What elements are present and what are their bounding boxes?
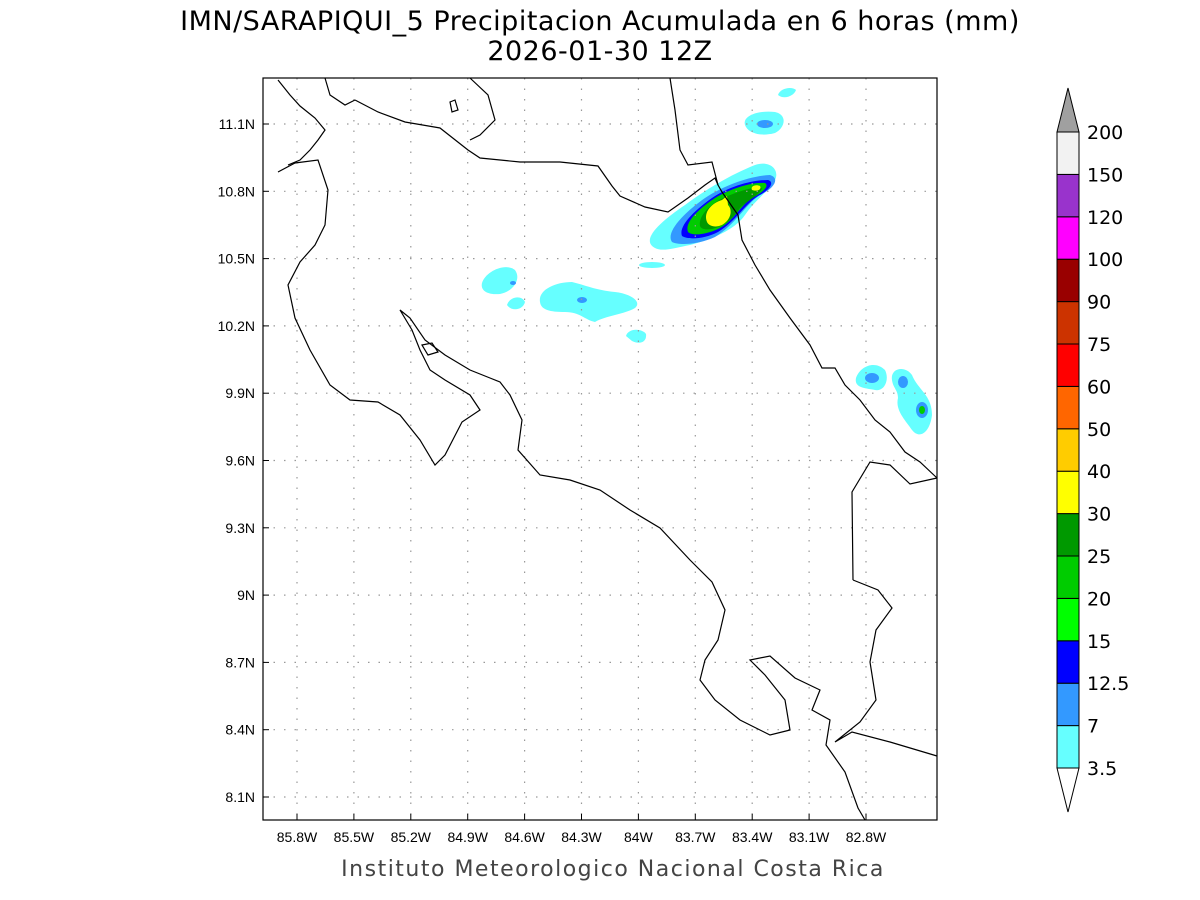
colorbar-label: 90	[1087, 292, 1111, 314]
precip-30	[706, 185, 761, 227]
island	[449, 99, 459, 113]
map-subtitle: 2026-01-30 12Z	[487, 36, 712, 67]
x-tick-label: 84.6W	[504, 829, 545, 845]
colorbar-label: 75	[1087, 334, 1111, 356]
y-tick-label: 8.1N	[225, 789, 255, 805]
precip-7	[865, 373, 879, 383]
precip-3.5	[626, 329, 647, 343]
precip-fields	[481, 87, 932, 435]
x-tick-label: 84.3W	[561, 829, 602, 845]
colorbar-swatch	[1056, 131, 1080, 175]
x-tick-label: 85.8W	[277, 829, 318, 845]
colorbar-swatch	[1056, 385, 1080, 430]
colorbar-swatch	[1056, 640, 1080, 684]
colorbar-swatch	[1056, 428, 1080, 472]
graticule	[263, 78, 937, 820]
colorbar-over-triangle	[1056, 87, 1080, 133]
lake-shore-north	[324, 77, 356, 106]
y-tick-label: 9.9N	[225, 385, 255, 401]
coastline-nicaragua-north	[469, 77, 496, 141]
map-title: IMN/SARAPIQUI_5 Precipitacion Acumulada …	[180, 6, 1020, 37]
colorbar-label: 120	[1087, 207, 1123, 229]
x-tick-label: 82.8W	[846, 829, 887, 845]
colorbar-label: 30	[1087, 504, 1111, 526]
lake-nicaragua-shore	[277, 79, 326, 166]
y-tick-label: 9.3N	[225, 520, 255, 536]
colorbar-label: 7	[1087, 716, 1099, 738]
plot-area: 85.8W 85.5W 85.2W 84.9W 84.6W 84.3W 84W 83.7W 83…	[218, 77, 938, 845]
y-tick-label: 8.4N	[225, 722, 255, 738]
precip-7	[510, 281, 516, 285]
colorbar-swatch	[1056, 470, 1080, 515]
x-tick-label: 85.2W	[391, 829, 432, 845]
y-tick-label: 8.7N	[225, 654, 255, 670]
colorbar-label: 12.5	[1087, 673, 1129, 695]
colorbar-swatch	[1056, 216, 1080, 260]
x-axis-ticks: 85.8W 85.5W 85.2W 84.9W 84.6W 84.3W 84W 83.7W 83…	[277, 814, 887, 845]
precip-3.5	[778, 87, 796, 98]
coastline-panama	[834, 579, 938, 757]
y-tick-label: 10.8N	[218, 183, 255, 199]
y-tick-label: 10.2N	[218, 318, 255, 334]
footer-credit: Instituto Meteorologico Nacional Costa R…	[341, 857, 885, 882]
colorbar-label: 3.5	[1087, 758, 1117, 780]
colorbar-swatch	[1056, 555, 1080, 599]
colorbar-label: 100	[1087, 249, 1123, 271]
coastlines-borders	[277, 77, 938, 821]
colorbar-label: 150	[1087, 164, 1123, 186]
precip-7	[757, 120, 773, 128]
border-panama	[851, 461, 938, 581]
y-tick-label: 9.6N	[225, 453, 255, 469]
y-tick-label: 9N	[237, 587, 255, 603]
precip-7	[898, 376, 908, 388]
border-nicaragua	[354, 99, 719, 213]
colorbar-swatch	[1056, 513, 1080, 557]
colorbar-label: 40	[1087, 461, 1111, 483]
precip-3.5	[481, 267, 518, 295]
colorbar-swatch	[1056, 343, 1080, 387]
x-tick-label: 83.4W	[732, 829, 773, 845]
y-axis-ticks: 11.1N 10.8N 10.5N 10.2N 9.9N 9.6N 9.3N 9N 8.7N 8.…	[218, 116, 269, 805]
colorbar-swatch	[1056, 682, 1080, 727]
x-tick-label: 83.1W	[789, 829, 830, 845]
colorbar-label: 50	[1087, 419, 1111, 441]
colorbar-swatch	[1056, 725, 1080, 769]
colorbar: 3.5 7 12.5 15 20 25 30 40 50 60 75 90 100 120 150 200	[1056, 87, 1129, 813]
x-tick-label: 84.9W	[447, 829, 488, 845]
colorbar-label: 200	[1087, 122, 1123, 144]
colorbar-label: 25	[1087, 546, 1111, 568]
precip-3.5	[891, 368, 932, 435]
plot-frame	[262, 77, 938, 821]
precip-3.5	[539, 282, 638, 322]
precip-3.5	[507, 297, 525, 310]
colorbar-swatch	[1056, 258, 1080, 303]
island-chira	[421, 342, 439, 356]
y-tick-label: 10.5N	[218, 251, 255, 267]
x-tick-label: 83.7W	[675, 829, 716, 845]
colorbar-label: 15	[1087, 631, 1111, 653]
precip-20	[919, 406, 925, 414]
precip-3.5	[639, 262, 665, 268]
y-tick-label: 11.1N	[219, 116, 255, 132]
colorbar-label: 60	[1087, 376, 1111, 398]
coastline-pacific	[277, 159, 866, 821]
colorbar-label: 20	[1087, 588, 1111, 610]
colorbar-swatch	[1056, 597, 1080, 642]
coastline-caribbean	[669, 77, 938, 479]
x-tick-label: 84W	[624, 829, 654, 845]
colorbar-swatch	[1056, 173, 1080, 218]
colorbar-swatch	[1056, 301, 1080, 345]
colorbar-under-triangle	[1056, 767, 1080, 813]
x-tick-label: 85.5W	[334, 829, 375, 845]
